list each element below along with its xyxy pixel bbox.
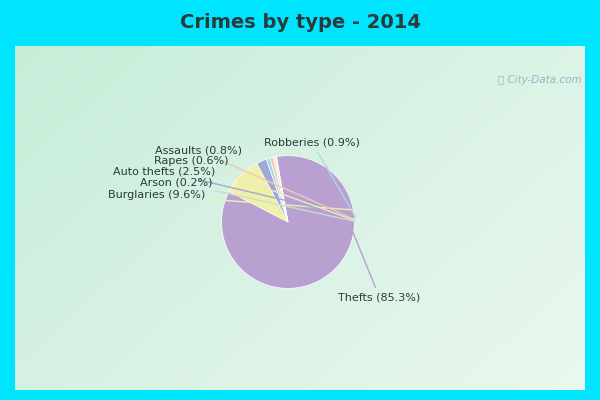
Wedge shape <box>257 159 288 222</box>
Text: Arson (0.2%): Arson (0.2%) <box>140 177 355 221</box>
Text: ⓘ City-Data.com: ⓘ City-Data.com <box>499 75 582 85</box>
Text: Burglaries (9.6%): Burglaries (9.6%) <box>109 190 353 210</box>
Wedge shape <box>266 158 288 222</box>
Text: Thefts (85.3%): Thefts (85.3%) <box>326 166 421 303</box>
Wedge shape <box>221 156 355 288</box>
Text: Crimes by type - 2014: Crimes by type - 2014 <box>179 14 421 32</box>
Wedge shape <box>270 157 288 222</box>
Wedge shape <box>275 157 288 222</box>
Text: Auto thefts (2.5%): Auto thefts (2.5%) <box>113 166 354 217</box>
Wedge shape <box>229 163 288 222</box>
Text: Rapes (0.6%): Rapes (0.6%) <box>154 156 355 220</box>
Text: Robberies (0.9%): Robberies (0.9%) <box>264 137 360 217</box>
Text: Assaults (0.8%): Assaults (0.8%) <box>155 145 355 219</box>
Wedge shape <box>273 157 288 222</box>
